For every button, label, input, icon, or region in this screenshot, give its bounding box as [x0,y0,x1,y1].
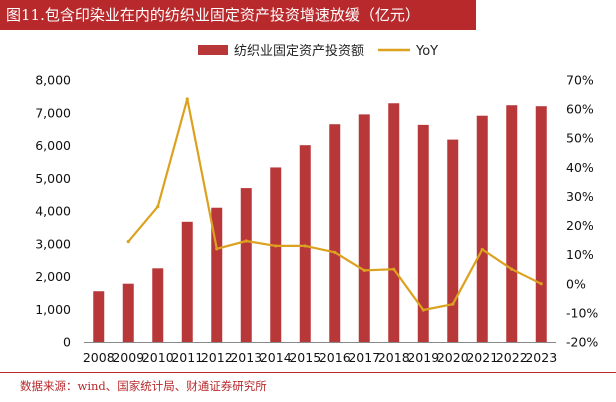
right-axis-tick-label: 30% [566,189,594,204]
right-axis-tick-label: 20% [566,218,594,233]
x-axis-tick-label: 2016 [319,350,351,365]
x-axis-tick-label: 2012 [201,350,233,365]
legend-line-label: YoY [415,44,438,59]
x-axis-tick-label: 2008 [83,350,115,365]
left-axis-tick-label: 1,000 [35,302,71,317]
right-axis-tick-label: -10% [566,305,598,320]
yoy-point [362,268,366,272]
yoy-point [215,247,219,251]
legend-bar-swatch [198,45,228,55]
yoy-point [156,205,160,209]
left-axis-tick-label: 7,000 [35,105,71,120]
left-axis-tick-label: 4,000 [35,204,71,219]
yoy-point [244,239,248,243]
yoy-point [480,247,484,252]
bar-investment [270,167,282,342]
bar-investment [329,124,341,343]
left-axis-tick-label: 3,000 [35,236,71,251]
bar-investment [388,103,400,342]
right-axis-tick-label: 70% [566,73,594,88]
left-axis-tick-label: 6,000 [35,138,71,153]
bar-investment [476,115,488,342]
yoy-point [274,244,278,248]
data-source: 数据来源：wind、国家统计局、财通证券研究所 [20,379,267,393]
yoy-point [303,244,307,248]
chart-area: 纺织业固定资产投资额 YoY 0 1,000 2,000 3,000 4,000 5,000 6… [35,43,598,365]
x-axis-tick-label: 2011 [171,350,203,365]
right-axis-tick-label: 60% [566,102,594,117]
right-axis-tick-label: 40% [566,160,594,175]
right-axis-tick-label: 0% [566,276,586,291]
bar-investment [299,145,311,342]
bar-investment [240,188,252,342]
figure-title: 图11.包含印染业在内的纺织业固定资产投资增速放缓（亿元） [6,6,420,24]
yoy-point [126,239,130,244]
yoy-point [185,97,189,101]
x-axis-tick-label: 2010 [142,350,174,365]
yoy-point [451,302,455,306]
x-axis-tick-label: 2017 [348,350,380,365]
bar-investment [181,221,193,342]
x-axis-tick-label: 2015 [289,350,321,365]
bar-investment [506,105,518,342]
legend-bar-label: 纺织业固定资产投资额 [234,43,364,59]
right-axis-tick-label: -20% [566,335,598,350]
bar-investment [417,124,429,343]
x-axis-tick-label: 2019 [407,350,439,365]
footer-divider [0,372,616,373]
x-axis-tick-label: 2021 [466,350,498,365]
x-axis-tick-label: 2022 [496,350,528,365]
bar-investment [122,283,134,342]
x-axis-tick-label: 2014 [260,350,292,365]
left-axis-tick-label: 0 [63,335,71,350]
x-axis-tick-label: 2013 [230,350,262,365]
x-axis-tick-label: 2009 [112,350,144,365]
figure-title-bar: 图11.包含印染业在内的纺织业固定资产投资增速放缓（亿元） [0,0,476,30]
yoy-point [421,308,425,312]
yoy-point [392,267,396,271]
left-axis-tick-label: 5,000 [35,171,71,186]
x-axis-tick-label: 2018 [378,350,410,365]
bar-investment [358,114,370,342]
bar-investment [535,106,547,342]
bar-investment [152,268,164,342]
yoy-point [539,282,543,286]
x-axis-tick-label: 2020 [437,350,469,365]
bar-investment [93,291,105,342]
left-axis-tick-label: 8,000 [35,73,71,88]
yoy-point [510,267,514,271]
bar-investment [211,207,223,342]
right-axis-tick-label: 50% [566,131,594,146]
x-axis-tick-label: 2023 [525,350,557,365]
left-axis-tick-label: 2,000 [35,269,71,284]
bar-investment [447,139,459,342]
right-axis-tick-label: 10% [566,247,594,262]
yoy-point [333,250,337,254]
